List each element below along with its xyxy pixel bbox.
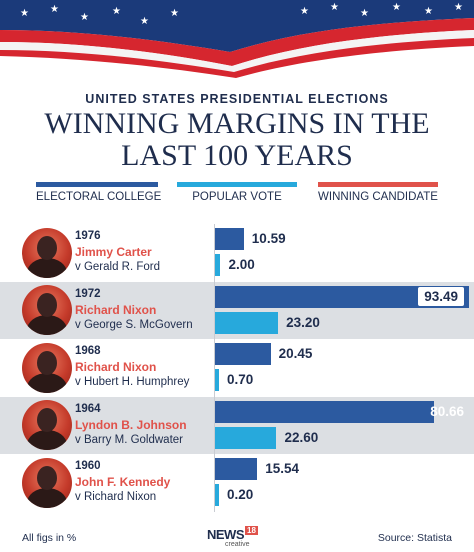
election-year: 1972 (75, 287, 101, 300)
electoral-college-bar (215, 400, 435, 423)
svg-text:★: ★ (80, 12, 89, 23)
winner-name: Richard Nixon (75, 360, 157, 374)
popular-vote-bar (215, 311, 279, 334)
popular-vote-value: 22.60 (284, 429, 319, 445)
svg-text:★: ★ (140, 16, 149, 27)
electoral-college-value: 93.49 (418, 286, 464, 306)
row-1968: 1968 Richard Nixon v Hubert H. Humphrey 20.… (0, 339, 474, 397)
popular-vote-value: 0.20 (227, 487, 254, 502)
row-1964: 1964 Lyndon B. Johnson v Barry M. Goldwate… (0, 396, 474, 454)
axis-line (214, 224, 215, 282)
opponent-name: v Richard Nixon (75, 491, 157, 503)
candidate-portrait (22, 342, 72, 393)
legend-label-winner: WINNING CANDIDATE (318, 191, 438, 203)
election-year: 1964 (75, 402, 101, 415)
electoral-college-value: 80.66 (430, 403, 464, 419)
footnote: All figs in % (22, 532, 77, 544)
electoral-college-bar (215, 343, 271, 365)
svg-text:★: ★ (360, 8, 369, 19)
legend-swatch-winner (318, 182, 438, 187)
opponent-name: v Gerald R. Ford (75, 261, 160, 273)
candidate-portrait (22, 457, 72, 508)
title-line-1: WINNING MARGINS IN THE (44, 107, 430, 140)
opponent-name: v George S. McGovern (75, 318, 193, 331)
winner-name: Richard Nixon (75, 302, 157, 317)
row-1976: 1976 Jimmy Carter v Gerald R. Ford 10.59 2.0… (0, 224, 474, 282)
legend-label-popular: POPULAR VOTE (192, 191, 282, 203)
svg-text:★: ★ (50, 4, 59, 15)
popular-vote-bar (215, 484, 219, 506)
popular-vote-bar (215, 426, 277, 449)
election-year: 1968 (75, 345, 101, 357)
electoral-college-value: 10.59 (251, 231, 286, 246)
popular-vote-bar (215, 369, 219, 391)
electoral-college-value: 15.54 (265, 461, 300, 476)
legend-swatch-popular (177, 182, 297, 187)
election-year: 1960 (75, 460, 101, 472)
svg-text:★: ★ (454, 2, 463, 13)
opponent-name: v Hubert H. Humphrey (75, 376, 190, 388)
row-1960: 1960 John F. Kennedy v Richard Nixon 15.54 0… (0, 454, 474, 512)
row-1972: 1972 Richard Nixon v George S. McGovern 93.… (0, 281, 474, 339)
legend-popular-vote: POPULAR VOTE (177, 182, 297, 210)
popular-vote-bar (215, 254, 221, 276)
title-line-2: LAST 100 YEARS (121, 139, 353, 172)
svg-text:★: ★ (112, 6, 121, 17)
candidate-portrait (22, 400, 72, 451)
electoral-college-bar (215, 228, 244, 250)
axis-line (214, 396, 215, 454)
legend-winning-candidate: WINNING CANDIDATE (318, 182, 438, 210)
winner-name: John F. Kennedy (75, 475, 171, 489)
svg-text:★: ★ (424, 6, 433, 17)
candidate-portrait (22, 227, 72, 278)
electoral-college-value: 20.45 (278, 346, 313, 361)
flag-banner: ★ ★ ★ ★ ★ ★ ★ ★ ★ ★ ★ ★ (0, 0, 474, 78)
candidate-portrait (22, 285, 72, 336)
svg-text:★: ★ (20, 8, 29, 19)
popular-vote-value: 2.00 (228, 257, 255, 272)
svg-text:★: ★ (170, 8, 179, 19)
election-year: 1976 (75, 230, 101, 242)
legend-electoral-college: ELECTORAL COLLEGE (36, 182, 162, 210)
svg-text:★: ★ (300, 6, 309, 17)
axis-line (214, 281, 215, 339)
svg-text:★: ★ (330, 2, 339, 13)
electoral-college-bar (215, 285, 470, 308)
svg-text:★: ★ (392, 2, 401, 13)
axis-line (214, 454, 215, 512)
electoral-college-bar (215, 458, 258, 480)
winner-name: Lyndon B. Johnson (75, 417, 187, 432)
winner-name: Jimmy Carter (75, 245, 152, 259)
legend-label-electoral: ELECTORAL COLLEGE (36, 191, 162, 203)
news18-logo: NEWS 18 creative (207, 526, 258, 548)
popular-vote-value: 0.70 (227, 372, 254, 387)
source-note: Source: Statista (377, 532, 452, 544)
opponent-name: v Barry M. Goldwater (75, 433, 183, 446)
supertitle: UNITED STATES PRESIDENTIAL ELECTIONS (85, 92, 389, 106)
popular-vote-value: 23.20 (286, 314, 320, 330)
legend-swatch-electoral (36, 182, 158, 187)
axis-line (214, 339, 215, 397)
